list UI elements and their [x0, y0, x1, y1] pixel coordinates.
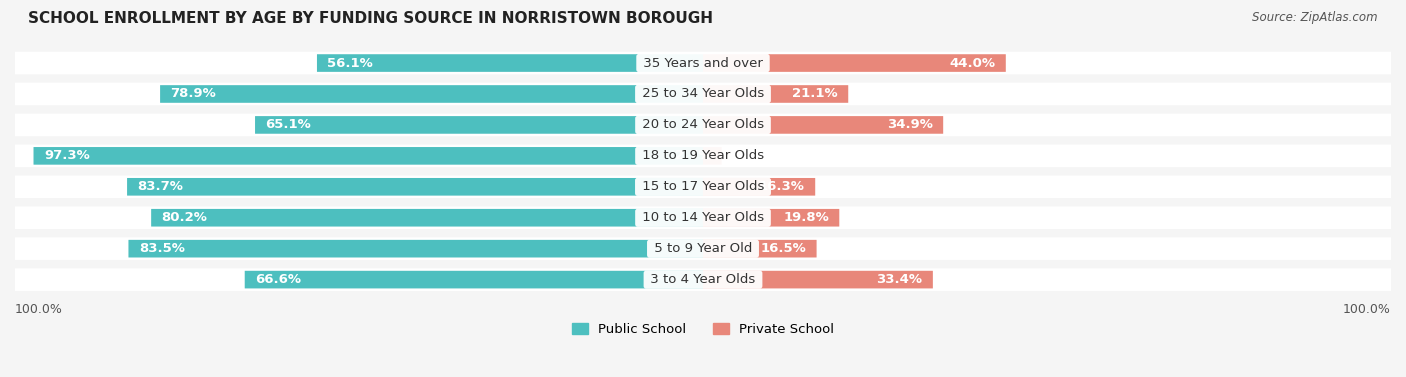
FancyBboxPatch shape — [316, 54, 703, 72]
FancyBboxPatch shape — [127, 178, 703, 196]
FancyBboxPatch shape — [703, 54, 1005, 72]
Text: 83.5%: 83.5% — [139, 242, 184, 255]
Text: 2.7%: 2.7% — [675, 149, 711, 162]
FancyBboxPatch shape — [703, 85, 848, 103]
Legend: Public School, Private School: Public School, Private School — [567, 318, 839, 342]
FancyBboxPatch shape — [703, 209, 839, 227]
FancyBboxPatch shape — [703, 116, 943, 134]
FancyBboxPatch shape — [15, 176, 1391, 198]
Text: 18 to 19 Year Olds: 18 to 19 Year Olds — [638, 149, 768, 162]
Text: 16.3%: 16.3% — [759, 180, 804, 193]
FancyBboxPatch shape — [15, 83, 1391, 105]
Text: 10 to 14 Year Olds: 10 to 14 Year Olds — [638, 211, 768, 224]
Text: 3 to 4 Year Olds: 3 to 4 Year Olds — [647, 273, 759, 286]
Text: Source: ZipAtlas.com: Source: ZipAtlas.com — [1253, 11, 1378, 24]
Text: 21.1%: 21.1% — [792, 87, 838, 101]
FancyBboxPatch shape — [703, 271, 932, 288]
FancyBboxPatch shape — [15, 113, 1391, 136]
FancyBboxPatch shape — [15, 268, 1391, 291]
FancyBboxPatch shape — [15, 238, 1391, 260]
FancyBboxPatch shape — [254, 116, 703, 134]
FancyBboxPatch shape — [15, 207, 1391, 229]
FancyBboxPatch shape — [34, 147, 703, 165]
FancyBboxPatch shape — [160, 85, 703, 103]
FancyBboxPatch shape — [703, 147, 721, 165]
Text: 78.9%: 78.9% — [170, 87, 217, 101]
FancyBboxPatch shape — [15, 52, 1391, 74]
Text: 44.0%: 44.0% — [949, 57, 995, 69]
Text: 80.2%: 80.2% — [162, 211, 208, 224]
Text: 97.3%: 97.3% — [44, 149, 90, 162]
Text: 20 to 24 Year Olds: 20 to 24 Year Olds — [638, 118, 768, 132]
Text: SCHOOL ENROLLMENT BY AGE BY FUNDING SOURCE IN NORRISTOWN BOROUGH: SCHOOL ENROLLMENT BY AGE BY FUNDING SOUR… — [28, 11, 713, 26]
Text: 100.0%: 100.0% — [15, 303, 63, 316]
FancyBboxPatch shape — [128, 240, 703, 257]
Text: 5 to 9 Year Old: 5 to 9 Year Old — [650, 242, 756, 255]
Text: 16.5%: 16.5% — [761, 242, 806, 255]
Text: 56.1%: 56.1% — [328, 57, 373, 69]
Text: 83.7%: 83.7% — [138, 180, 183, 193]
FancyBboxPatch shape — [703, 178, 815, 196]
FancyBboxPatch shape — [15, 144, 1391, 167]
Text: 33.4%: 33.4% — [876, 273, 922, 286]
Text: 34.9%: 34.9% — [887, 118, 932, 132]
Text: 25 to 34 Year Olds: 25 to 34 Year Olds — [638, 87, 768, 101]
Text: 66.6%: 66.6% — [254, 273, 301, 286]
Text: 65.1%: 65.1% — [266, 118, 311, 132]
FancyBboxPatch shape — [703, 240, 817, 257]
FancyBboxPatch shape — [152, 209, 703, 227]
Text: 15 to 17 Year Olds: 15 to 17 Year Olds — [638, 180, 768, 193]
Text: 35 Years and over: 35 Years and over — [638, 57, 768, 69]
Text: 100.0%: 100.0% — [1343, 303, 1391, 316]
Text: 19.8%: 19.8% — [783, 211, 830, 224]
FancyBboxPatch shape — [245, 271, 703, 288]
